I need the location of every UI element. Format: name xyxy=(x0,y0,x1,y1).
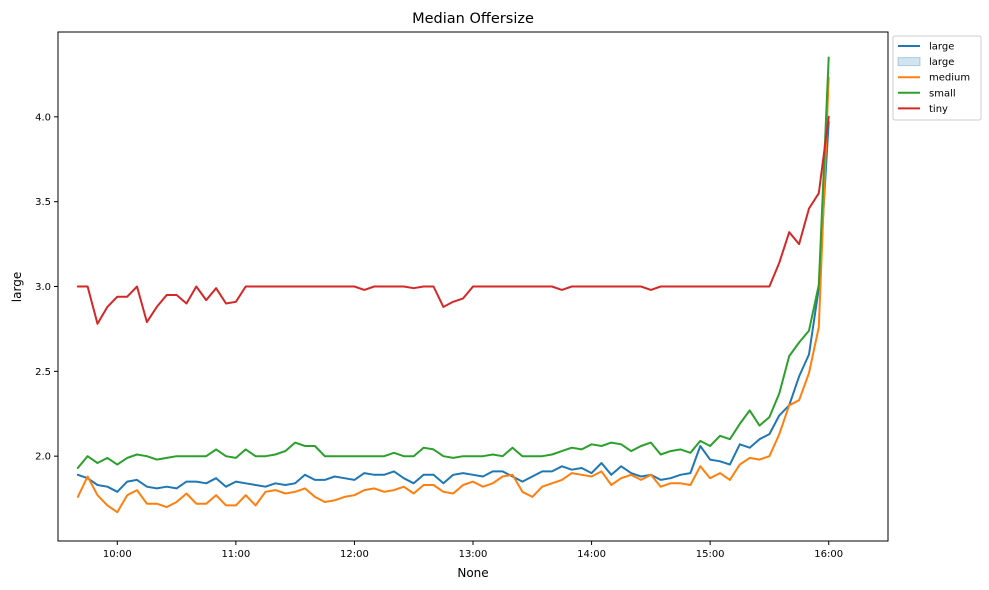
x-tick-label: 12:00 xyxy=(340,549,369,560)
legend-label: small xyxy=(929,88,956,99)
series-line-small xyxy=(76,56,830,469)
x-tick-label: 14:00 xyxy=(577,549,606,560)
chart-title: Median Offersize xyxy=(412,11,534,27)
x-tick-label: 11:00 xyxy=(221,549,250,560)
series-line-tiny xyxy=(76,115,830,325)
legend-swatch xyxy=(897,57,921,67)
legend-label: tiny xyxy=(929,104,948,115)
y-axis-label: large xyxy=(10,272,24,302)
legend-label: large xyxy=(929,57,954,68)
series-line-medium xyxy=(76,76,830,514)
series-layer xyxy=(76,56,830,514)
y-tick-label: 3.5 xyxy=(35,197,51,208)
legend-label: medium xyxy=(929,73,970,84)
legend-box xyxy=(892,35,982,121)
y-tick-label: 3.0 xyxy=(35,282,51,293)
x-tick-label: 15:00 xyxy=(696,549,725,560)
legend: large large medium small tiny xyxy=(892,35,982,121)
y-tick-label: 2.0 xyxy=(35,452,51,463)
x-tick-label: 16:00 xyxy=(814,549,843,560)
x-axis: 10:00 11:00 12:00 13:00 14:00 15:00 16:00 xyxy=(103,541,843,560)
x-tick-label: 10:00 xyxy=(103,549,132,560)
series-line-large xyxy=(76,120,830,493)
y-axis: 2.0 2.5 3.0 3.5 4.0 xyxy=(35,112,58,463)
x-tick-label: 13:00 xyxy=(459,549,488,560)
legend-label: large xyxy=(929,42,954,53)
y-tick-label: 2.5 xyxy=(35,367,51,378)
x-axis-label: None xyxy=(457,566,488,580)
y-tick-label: 4.0 xyxy=(35,112,51,123)
